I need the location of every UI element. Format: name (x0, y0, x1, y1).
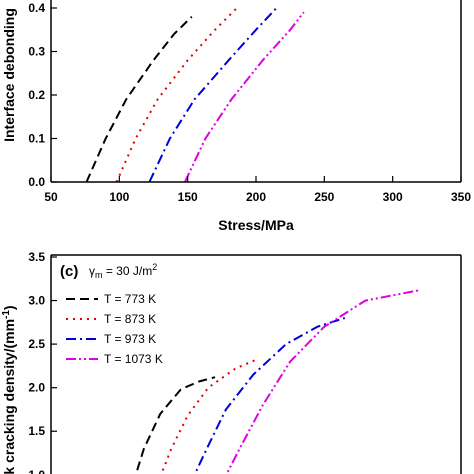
bottom-panel: 1.0 1.5 2.0 2.5 3.0 3.5 k cracking density/(m… (1, 250, 462, 474)
bottom-plot-lines (134, 289, 421, 474)
legend-label: T = 773 K (104, 292, 156, 306)
bottom-y-tick-label: 2.0 (28, 381, 45, 395)
top-x-tick-label: 100 (109, 190, 129, 204)
bottom-y-tick-label: 1.5 (28, 424, 45, 438)
legend-label: T = 873 K (104, 312, 156, 326)
top-y-ticks: 0.0 0.1 0.2 0.3 0.4 (28, 1, 57, 189)
bottom-y-tick-label: 3.0 (28, 294, 45, 308)
top-x-axis-title: Stress/MPa (218, 217, 294, 233)
bottom-y-tick-label: 2.5 (28, 337, 45, 351)
legend-label: T = 1073 K (104, 352, 163, 366)
top-y-tick-label: 0.4 (28, 1, 45, 15)
bottom-y-axis-title: k cracking density/(mm-1) (1, 305, 17, 474)
top-panel: 50 100 150 200 250 300 350 0.0 0.1 0.2 0.3 0.4 Str… (1, 0, 471, 233)
legend: T = 773 K T = 873 K T = 973 K T = 1073 K (66, 292, 163, 366)
top-y-tick-label: 0.2 (28, 88, 45, 102)
top-x-tick-label: 250 (314, 190, 334, 204)
bottom-y-tick-label: 1.0 (28, 468, 45, 474)
top-x-ticks: 50 100 150 200 250 300 350 (44, 176, 471, 204)
top-y-axis-title: Interface debonding (1, 8, 17, 142)
top-series-line-0 (85, 15, 193, 182)
top-y-tick-label: 0.0 (28, 175, 45, 189)
panel-label: (c) (60, 263, 78, 280)
bottom-y-tick-label: 3.5 (28, 250, 45, 264)
top-x-tick-label: 300 (383, 190, 403, 204)
top-plot-lines (85, 7, 305, 182)
bottom-series-line-3 (225, 289, 421, 474)
top-x-tick-label: 150 (178, 190, 198, 204)
top-x-tick-label: 200 (246, 190, 266, 204)
top-series-line-2 (148, 7, 278, 182)
top-series-line-1 (115, 7, 238, 182)
legend-label: T = 973 K (104, 332, 156, 346)
top-y-tick-label: 0.3 (28, 45, 45, 59)
gamma-annotation: γm = 30 J/m2 (89, 262, 157, 280)
bottom-series-line-0 (134, 376, 216, 474)
bottom-y-ticks: 1.0 1.5 2.0 2.5 3.0 3.5 (28, 250, 57, 474)
top-y-tick-label: 0.1 (28, 132, 45, 146)
top-x-tick-label: 50 (44, 190, 58, 204)
bottom-series-line-1 (160, 358, 257, 474)
top-series-line-3 (183, 11, 305, 182)
top-x-tick-label: 350 (451, 190, 471, 204)
bottom-series-line-2 (193, 317, 346, 474)
